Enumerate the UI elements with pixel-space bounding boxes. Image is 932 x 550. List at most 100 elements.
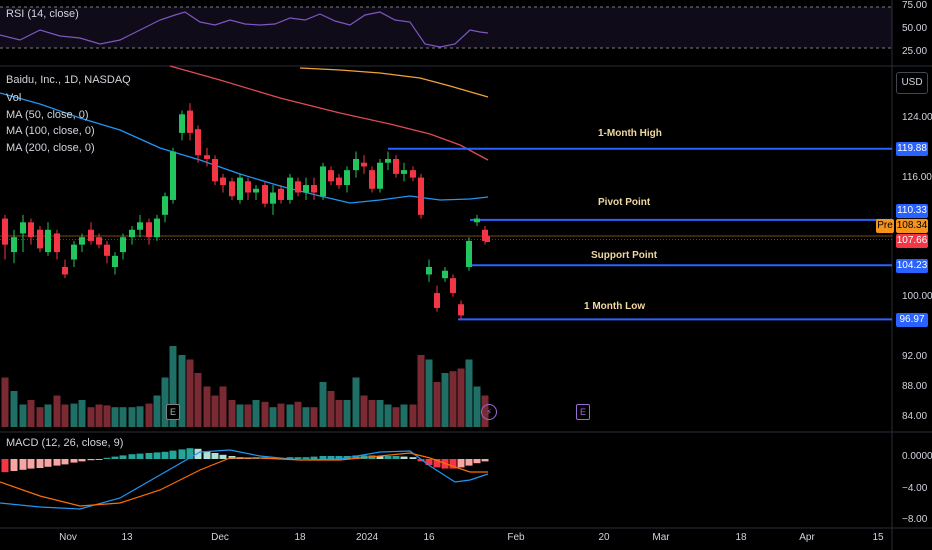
candle-body[interactable] xyxy=(353,158,359,171)
macd-histogram-bar xyxy=(352,455,360,459)
legend-ma50[interactable]: MA (50, close, 0) xyxy=(6,108,89,121)
earnings-badge-past[interactable]: E xyxy=(166,404,180,420)
candle-body[interactable] xyxy=(2,218,8,245)
candle-body[interactable] xyxy=(88,229,94,241)
candle-body[interactable] xyxy=(62,267,68,275)
macd-histogram-bar xyxy=(417,459,425,462)
symbol-title[interactable]: Baidu, Inc., 1D, NASDAQ xyxy=(6,74,131,86)
candle-body[interactable] xyxy=(120,237,126,253)
volume-bar xyxy=(269,407,277,427)
macd-histogram-bar xyxy=(178,449,186,459)
legend-ma200[interactable]: MA (200, close, 0) xyxy=(6,141,95,154)
candle-body[interactable] xyxy=(54,233,60,253)
candle-body[interactable] xyxy=(434,293,440,308)
earnings-badge-upcoming[interactable]: E xyxy=(576,404,590,420)
tag-pre-market: 108.34 xyxy=(896,219,928,233)
candle-body[interactable] xyxy=(112,255,118,267)
label-pivot-point[interactable]: Pivot Point xyxy=(598,197,651,208)
candle-body[interactable] xyxy=(393,158,399,174)
candle-body[interactable] xyxy=(418,177,424,215)
candle-body[interactable] xyxy=(28,222,34,238)
candle-body[interactable] xyxy=(71,244,77,260)
macd-histogram-bar xyxy=(211,453,219,459)
label-1-month-high[interactable]: 1-Month High xyxy=(598,128,662,139)
legend-ma100[interactable]: MA (100, close, 0) xyxy=(6,125,95,137)
rsi-band xyxy=(0,7,892,48)
time-label: 18 xyxy=(294,532,306,543)
volume-bar xyxy=(219,386,227,427)
candle-body[interactable] xyxy=(45,229,51,253)
candle-body[interactable] xyxy=(287,177,293,200)
candle-body[interactable] xyxy=(450,278,456,294)
candle-body[interactable] xyxy=(262,185,268,204)
candle-body[interactable] xyxy=(361,162,367,167)
candle-body[interactable] xyxy=(37,229,43,249)
candle-body[interactable] xyxy=(458,304,464,316)
macd-histogram-bar xyxy=(27,459,35,469)
volume-bar xyxy=(27,400,35,427)
candle-body[interactable] xyxy=(179,114,185,133)
candle-body[interactable] xyxy=(170,151,176,200)
label-support-point[interactable]: Support Point xyxy=(591,250,658,261)
volume-bar xyxy=(433,382,441,427)
candle-body[interactable] xyxy=(442,270,448,279)
candle-body[interactable] xyxy=(303,185,309,193)
macd-pane[interactable] xyxy=(0,448,489,510)
candle-body[interactable] xyxy=(377,162,383,189)
candle-body[interactable] xyxy=(278,188,284,200)
macd-histogram-bar xyxy=(78,459,86,462)
candle-body[interactable] xyxy=(146,222,152,238)
candle-body[interactable] xyxy=(187,110,193,133)
candle-body[interactable] xyxy=(482,229,488,241)
candle-body[interactable] xyxy=(320,166,326,197)
macd-indicator-label[interactable]: MACD (12, 26, close, 9) xyxy=(6,437,124,449)
candle-body[interactable] xyxy=(79,237,85,245)
candle-body[interactable] xyxy=(369,170,375,189)
candle-body[interactable] xyxy=(137,222,143,230)
candle-body[interactable] xyxy=(104,244,110,256)
candle-body[interactable] xyxy=(245,181,251,193)
flash-icon[interactable]: ⚡ xyxy=(481,404,497,420)
candle-body[interactable] xyxy=(311,185,317,193)
label-1-month-low[interactable]: 1 Month Low xyxy=(584,301,646,312)
candle-body[interactable] xyxy=(253,188,259,193)
candle-body[interactable] xyxy=(129,229,135,238)
candle-body[interactable] xyxy=(466,240,472,267)
candle-body[interactable] xyxy=(344,170,350,186)
candle-body[interactable] xyxy=(162,196,168,215)
candle-body[interactable] xyxy=(385,158,391,163)
candle-body[interactable] xyxy=(195,129,201,156)
candle-body[interactable] xyxy=(212,158,218,182)
volume-bar xyxy=(178,355,186,427)
currency-selector[interactable]: USD xyxy=(896,72,928,94)
candle-body[interactable] xyxy=(410,170,416,178)
candle-body[interactable] xyxy=(295,181,301,193)
candle-body[interactable] xyxy=(220,177,226,186)
candle-body[interactable] xyxy=(229,181,235,197)
candle-body[interactable] xyxy=(270,192,276,204)
macd-histogram-bar xyxy=(473,459,481,464)
candle-body[interactable] xyxy=(237,177,243,200)
candle-body[interactable] xyxy=(336,177,342,186)
macd-histogram-bar xyxy=(219,454,227,459)
candle-body[interactable] xyxy=(20,222,26,234)
rsi-axis-50: 50.00 xyxy=(902,23,928,34)
candle-body[interactable] xyxy=(96,237,102,245)
candle-body[interactable] xyxy=(426,267,432,275)
candle-body[interactable] xyxy=(204,155,210,159)
macd-histogram-bar xyxy=(161,451,169,459)
candle-body[interactable] xyxy=(474,218,480,223)
candle-body[interactable] xyxy=(328,170,334,182)
main-price-pane[interactable] xyxy=(0,65,892,427)
macd-histogram-bar xyxy=(103,457,111,459)
candle-body[interactable] xyxy=(154,218,160,238)
macd-histogram-bar xyxy=(128,454,136,459)
macd-histogram-bar xyxy=(1,459,9,473)
rsi-indicator-label[interactable]: RSI (14, close) xyxy=(6,8,79,20)
legend-vol[interactable]: Vol xyxy=(6,92,22,104)
volume-bar xyxy=(343,400,351,427)
candle-body[interactable] xyxy=(401,170,407,174)
candle-body[interactable] xyxy=(11,237,17,253)
volume-bar xyxy=(145,403,153,427)
